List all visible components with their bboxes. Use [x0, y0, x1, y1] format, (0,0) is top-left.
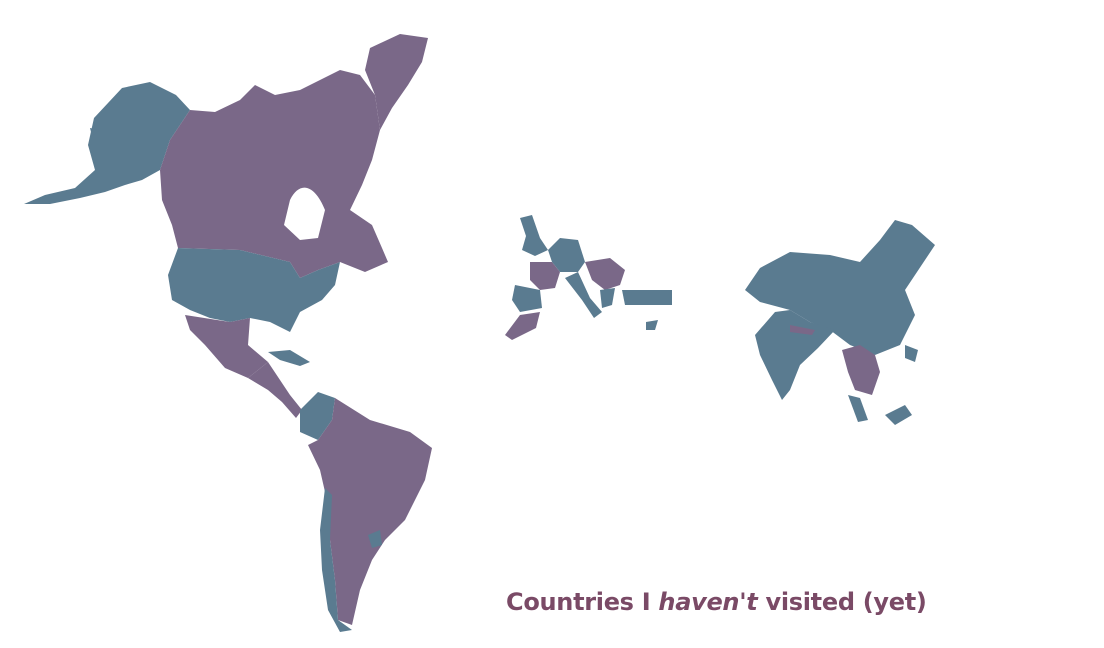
region-colombia	[300, 392, 335, 440]
region-southeast-asia	[842, 345, 880, 395]
region-mexico	[185, 315, 268, 378]
region-greenland	[365, 34, 428, 130]
region-canada	[160, 70, 388, 278]
region-uruguay	[368, 530, 382, 548]
region-greece	[600, 288, 615, 308]
region-alaska	[24, 82, 190, 204]
region-cuba	[268, 350, 310, 366]
region-uk	[520, 215, 548, 256]
region-philippines	[905, 345, 918, 362]
region-france	[530, 262, 560, 290]
region-china	[745, 220, 935, 355]
region-spain	[512, 285, 542, 312]
region-nepal	[790, 325, 815, 335]
map-caption: Countries I haven't visited (yet)	[506, 588, 927, 616]
region-malaysia	[848, 395, 868, 422]
region-india	[755, 310, 835, 400]
region-usa	[168, 248, 340, 332]
region-chile	[320, 488, 352, 632]
region-morocco	[505, 312, 540, 340]
region-balkans	[585, 258, 625, 290]
caption-prefix: Countries I	[506, 588, 659, 616]
region-indonesia	[885, 405, 912, 425]
region-central-europe	[548, 238, 585, 272]
caption-emphasis: haven't	[658, 588, 758, 616]
region-turkey	[622, 290, 672, 305]
caption-suffix: visited (yet)	[757, 588, 927, 616]
region-cyprus	[646, 320, 658, 330]
region-italy	[565, 272, 602, 318]
region-central-america	[248, 362, 302, 418]
region-south-america	[308, 398, 432, 625]
